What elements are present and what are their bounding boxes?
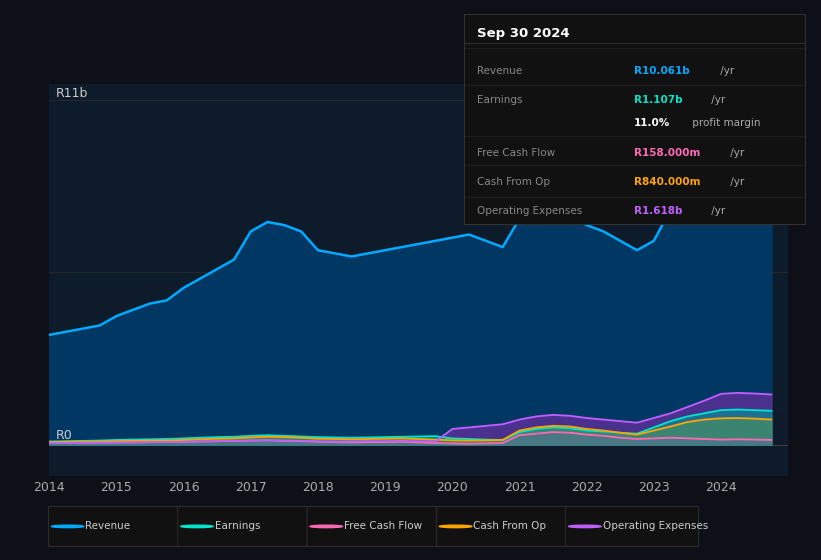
Text: Revenue: Revenue — [85, 521, 131, 531]
Circle shape — [310, 525, 342, 528]
Text: R11b: R11b — [56, 87, 89, 100]
Text: R0: R0 — [56, 428, 73, 441]
Text: Cash From Op: Cash From Op — [473, 521, 546, 531]
Text: R1.107b: R1.107b — [635, 95, 683, 105]
FancyBboxPatch shape — [307, 506, 440, 547]
Circle shape — [52, 525, 84, 528]
Text: Revenue: Revenue — [478, 66, 523, 76]
Circle shape — [569, 525, 601, 528]
Text: Earnings: Earnings — [215, 521, 260, 531]
Text: /yr: /yr — [727, 148, 744, 157]
Text: profit margin: profit margin — [689, 118, 760, 128]
Text: Sep 30 2024: Sep 30 2024 — [478, 27, 570, 40]
Text: Free Cash Flow: Free Cash Flow — [478, 148, 556, 157]
Text: R840.000m: R840.000m — [635, 177, 700, 187]
Circle shape — [181, 525, 213, 528]
FancyBboxPatch shape — [437, 506, 569, 547]
Text: Operating Expenses: Operating Expenses — [603, 521, 708, 531]
Text: /yr: /yr — [708, 207, 725, 216]
Text: Cash From Op: Cash From Op — [478, 177, 551, 187]
FancyBboxPatch shape — [48, 506, 181, 547]
Text: R10.061b: R10.061b — [635, 66, 690, 76]
Text: /yr: /yr — [718, 66, 735, 76]
Text: 11.0%: 11.0% — [635, 118, 671, 128]
FancyBboxPatch shape — [566, 506, 699, 547]
Text: R158.000m: R158.000m — [635, 148, 700, 157]
Text: Free Cash Flow: Free Cash Flow — [344, 521, 422, 531]
Circle shape — [439, 525, 472, 528]
FancyBboxPatch shape — [177, 506, 310, 547]
Text: /yr: /yr — [727, 177, 744, 187]
Text: Earnings: Earnings — [478, 95, 523, 105]
Text: Operating Expenses: Operating Expenses — [478, 207, 583, 216]
Text: R1.618b: R1.618b — [635, 207, 683, 216]
Text: /yr: /yr — [708, 95, 725, 105]
